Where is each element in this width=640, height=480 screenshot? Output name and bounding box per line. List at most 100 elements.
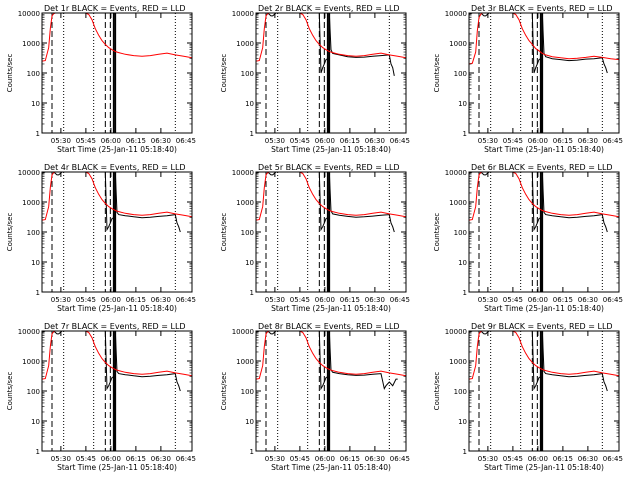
x-tick-label: 06:15 (553, 455, 573, 463)
y-tick-label: 1 (250, 289, 254, 297)
x-tick-label: 06:15 (126, 455, 146, 463)
y-axis-label: Counts/sec (220, 372, 228, 411)
y-tick-label: 1000 (236, 358, 254, 366)
lld-series-line (42, 13, 192, 62)
x-tick-label: 06:30 (578, 137, 598, 145)
plot-area (469, 331, 619, 451)
y-axis-label: Counts/sec (433, 54, 441, 93)
plot-area (42, 172, 192, 292)
chart-title: Det 3r BLACK = Events, RED = LLD (471, 4, 613, 13)
chart-panel-3: Det 3r BLACK = Events, RED = LLD 1 10 100 10… (433, 4, 623, 154)
chart-panel-4: Det 4r BLACK = Events, RED = LLD 1 10 100 10… (6, 163, 196, 313)
x-tick-label: 06:45 (390, 455, 410, 463)
x-axis-label: Start Time (25-Jan-11 05:18:40) (57, 145, 177, 154)
x-tick-label: 06:30 (151, 455, 171, 463)
x-tick-label: 06:45 (176, 296, 196, 304)
y-tick-label: 10 (31, 259, 40, 267)
x-tick-label: 05:30 (478, 455, 498, 463)
y-tick-label: 1 (36, 448, 40, 456)
plot-frame (41, 12, 193, 134)
y-tick-label: 100 (241, 388, 254, 396)
x-tick-label: 05:45 (76, 455, 96, 463)
plot-frame (468, 330, 620, 452)
y-tick-label: 10000 (18, 328, 40, 336)
chart-title: Det 5r BLACK = Events, RED = LLD (258, 163, 400, 172)
y-tick-label: 100 (241, 70, 254, 78)
x-tick-label: 06:15 (553, 137, 573, 145)
lld-series-line (256, 172, 406, 221)
x-tick-label: 06:45 (603, 455, 623, 463)
y-tick-label: 1 (36, 289, 40, 297)
y-tick-label: 10000 (232, 328, 254, 336)
x-tick-label: 06:00 (315, 296, 335, 304)
chart-panel-8: Det 8r BLACK = Events, RED = LLD 1 10 100 10… (220, 322, 410, 472)
y-tick-label: 100 (241, 229, 254, 237)
y-tick-label: 1 (463, 448, 467, 456)
y-tick-label: 10000 (445, 328, 467, 336)
y-tick-label: 100 (27, 70, 40, 78)
x-tick-label: 05:45 (290, 455, 310, 463)
y-tick-label: 1000 (22, 358, 40, 366)
y-tick-label: 10 (458, 100, 467, 108)
x-axis-label: Start Time (25-Jan-11 05:18:40) (271, 304, 391, 313)
plot-area (469, 172, 619, 292)
y-axis-label: Counts/sec (6, 213, 14, 252)
y-tick-label: 10000 (232, 10, 254, 18)
x-tick-label: 05:45 (503, 296, 523, 304)
x-tick-label: 05:30 (265, 455, 285, 463)
y-tick-label: 10000 (232, 169, 254, 177)
x-tick-label: 05:30 (51, 455, 71, 463)
plot-frame (41, 171, 193, 293)
x-tick-label: 05:45 (290, 296, 310, 304)
x-tick-label: 05:45 (76, 296, 96, 304)
events-series-line (256, 13, 395, 133)
chart-title: Det 1r BLACK = Events, RED = LLD (44, 4, 186, 13)
x-tick-label: 06:15 (126, 137, 146, 145)
plot-area (256, 331, 406, 451)
y-tick-label: 1000 (449, 358, 467, 366)
plot-frame (255, 12, 407, 134)
events-series-line (256, 172, 395, 292)
x-tick-label: 06:30 (151, 296, 171, 304)
x-tick-label: 06:00 (528, 137, 548, 145)
x-tick-label: 06:30 (365, 296, 385, 304)
x-tick-label: 06:30 (151, 137, 171, 145)
y-tick-label: 10000 (18, 10, 40, 18)
chart-panel-1: Det 1r BLACK = Events, RED = LLD 1 10 100 10… (6, 4, 196, 154)
x-tick-label: 05:45 (290, 137, 310, 145)
x-tick-label: 06:30 (365, 137, 385, 145)
x-tick-label: 06:15 (126, 296, 146, 304)
plot-area (256, 172, 406, 292)
y-tick-label: 10000 (445, 10, 467, 18)
y-tick-label: 1 (250, 448, 254, 456)
y-axis-label: Counts/sec (220, 213, 228, 252)
plot-frame (41, 330, 193, 452)
y-tick-label: 1 (36, 130, 40, 138)
plot-frame (468, 171, 620, 293)
events-series-line (469, 172, 608, 292)
plot-area (469, 13, 619, 133)
y-tick-label: 10 (245, 418, 254, 426)
chart-panel-9: Det 9r BLACK = Events, RED = LLD 1 10 100 10… (433, 322, 623, 472)
y-tick-label: 1 (250, 130, 254, 138)
x-tick-label: 06:30 (578, 296, 598, 304)
x-tick-label: 05:30 (478, 137, 498, 145)
chart-panel-7: Det 7r BLACK = Events, RED = LLD 1 10 100 10… (6, 322, 196, 472)
lld-series-line (256, 13, 406, 62)
x-axis-label: Start Time (25-Jan-11 05:18:40) (271, 145, 391, 154)
events-series-line (469, 331, 608, 451)
chart-panel-6: Det 6r BLACK = Events, RED = LLD 1 10 100 10… (433, 163, 623, 313)
plot-frame (255, 171, 407, 293)
y-tick-label: 1000 (449, 199, 467, 207)
y-axis-label: Counts/sec (433, 213, 441, 252)
x-axis-label: Start Time (25-Jan-11 05:18:40) (57, 463, 177, 472)
x-tick-label: 06:45 (390, 296, 410, 304)
x-tick-label: 06:00 (315, 455, 335, 463)
x-tick-label: 06:45 (603, 296, 623, 304)
events-series-line (469, 13, 608, 133)
x-tick-label: 06:15 (340, 137, 360, 145)
x-tick-label: 06:15 (340, 296, 360, 304)
x-tick-label: 06:45 (390, 137, 410, 145)
x-tick-label: 05:30 (478, 296, 498, 304)
